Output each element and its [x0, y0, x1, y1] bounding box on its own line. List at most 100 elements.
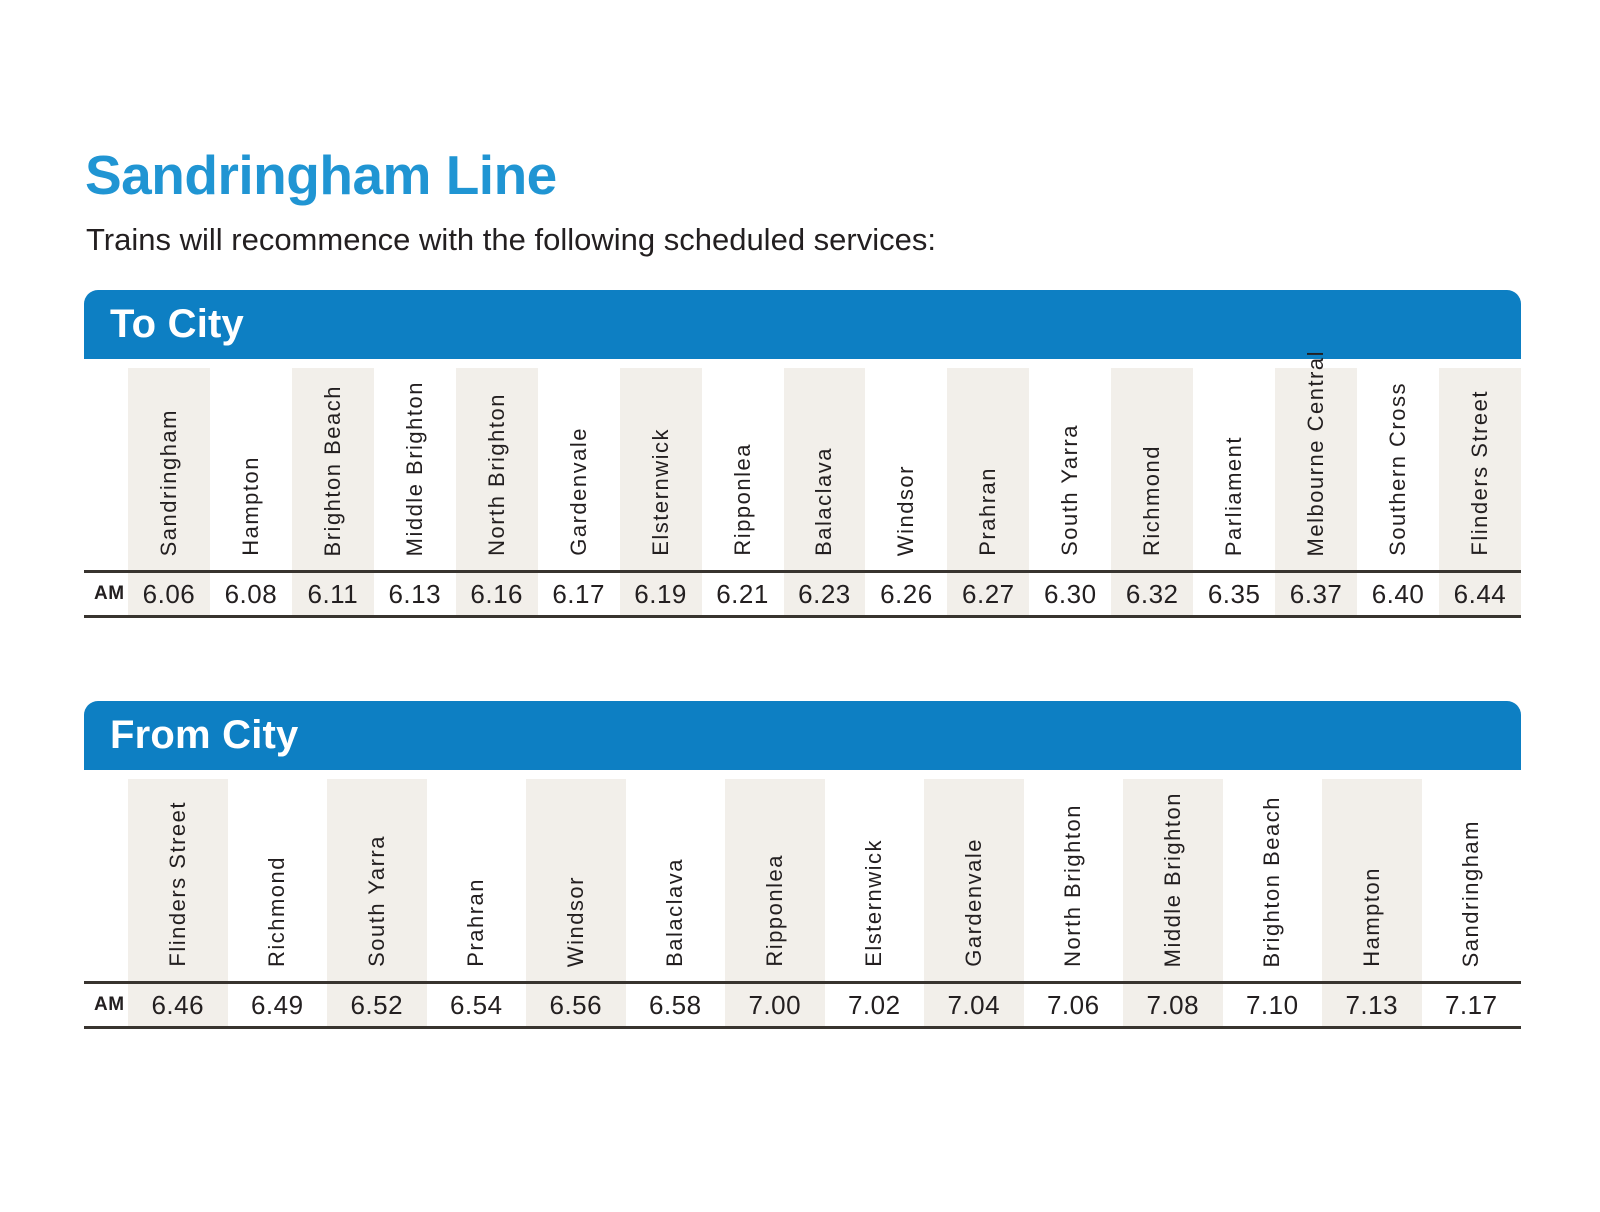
station-column: Gardenvale 7.04 [924, 779, 1024, 1029]
station-column: Brighton Beach 6.11 [291, 368, 374, 618]
station-label: Flinders Street [1466, 390, 1492, 556]
station-column: Richmond 6.49 [228, 779, 328, 1029]
to-city-table-body: AM Sandringham 6.06 Hampton 6.08 Brighto… [84, 350, 1521, 618]
station-label: Southern Cross [1385, 382, 1411, 556]
time-cell: 7.10 [1245, 989, 1299, 1020]
station-name-cell: Parliament [1193, 368, 1275, 570]
divider-top [84, 570, 1521, 573]
time-cell: 6.54 [449, 989, 503, 1020]
station-label: Brighton Beach [1259, 795, 1285, 967]
divider-bottom [84, 1026, 1521, 1029]
station-label: Parliament [1221, 435, 1247, 556]
time-cell: 7.17 [1444, 989, 1498, 1020]
time-cell: 6.26 [880, 578, 933, 609]
station-label: Middle Brighton [1159, 791, 1185, 967]
from-city-table-body: AM Flinders Street 6.46 Richmond 6.49 So… [84, 779, 1521, 1029]
time-cell: 7.06 [1046, 989, 1100, 1020]
station-name-cell: Flinders Street [1439, 368, 1521, 570]
station-name-cell: Sandringham [128, 368, 210, 570]
station-column: Brighton Beach 7.10 [1223, 779, 1323, 1029]
station-column: Balaclava 6.23 [783, 368, 866, 618]
station-label: Hampton [1358, 867, 1384, 967]
station-column: Middle Brighton 6.13 [374, 368, 456, 618]
station-column: Elsternwick 6.19 [619, 368, 702, 618]
station-column: Ripponlea 7.00 [725, 779, 825, 1029]
station-label: Gardenvale [960, 838, 986, 967]
am-label: AM [94, 994, 125, 1015]
time-cell: 7.13 [1345, 989, 1399, 1020]
station-name-cell: North Brighton [456, 368, 538, 570]
station-name-cell: Prahran [427, 779, 527, 981]
station-name-cell: Richmond [228, 779, 328, 981]
station-label: Elsternwick [647, 428, 673, 556]
station-name-cell: Richmond [1111, 368, 1193, 570]
time-cell: 6.08 [224, 578, 278, 609]
time-cell: 6.52 [350, 989, 404, 1020]
am-label: AM [94, 583, 125, 604]
station-name-cell: Gardenvale [924, 779, 1024, 981]
station-label: Balaclava [811, 447, 837, 556]
station-label: Richmond [264, 855, 290, 967]
am-gutter: AM [84, 368, 128, 618]
station-name-cell: Middle Brighton [1123, 779, 1223, 981]
station-column: Ripponlea 6.21 [702, 368, 784, 618]
station-name-cell: Melbourne Central [1275, 350, 1357, 570]
time-cell: 7.08 [1146, 989, 1200, 1020]
station-label: Balaclava [662, 858, 688, 967]
time-cell: 6.21 [716, 578, 769, 609]
station-label: Melbourne Central [1303, 349, 1329, 556]
station-label: Hampton [237, 456, 263, 556]
station-label: Windsor [893, 464, 919, 556]
station-column: North Brighton 6.16 [455, 368, 538, 618]
station-column: Sandringham 7.17 [1422, 779, 1522, 1029]
station-label: South Yarra [1057, 424, 1083, 556]
to-city-header-bar: To City [84, 290, 1521, 359]
to-city-columns: Sandringham 6.06 Hampton 6.08 Brighton B… [128, 350, 1521, 618]
station-label: Elsternwick [861, 839, 887, 967]
station-column: Windsor 6.26 [865, 368, 947, 618]
station-column: South Yarra 6.30 [1029, 368, 1111, 618]
station-label: Prahran [463, 878, 489, 967]
time-cell: 7.04 [947, 989, 1001, 1020]
station-column: Hampton 7.13 [1322, 779, 1422, 1029]
time-cell: 6.46 [151, 989, 205, 1020]
time-cell: 6.44 [1453, 578, 1507, 609]
station-column: Hampton 6.08 [210, 368, 292, 618]
station-name-cell: Sandringham [1422, 779, 1522, 981]
station-column: Gardenvale 6.17 [538, 368, 620, 618]
station-label: Windsor [562, 875, 588, 967]
time-cell: 6.49 [250, 989, 304, 1020]
station-name-cell: Windsor [526, 779, 626, 981]
timetable-from-city: From City AM Flinders Street 6.46 Richmo… [84, 701, 1521, 1029]
station-column: Sandringham 6.06 [128, 368, 210, 618]
station-label: South Yarra [363, 835, 389, 967]
station-name-cell: Flinders Street [128, 779, 228, 981]
station-label: Sandringham [155, 408, 181, 556]
time-cell: 6.11 [307, 578, 359, 609]
station-column: Melbourne Central 6.37 [1275, 350, 1358, 618]
time-cell: 6.19 [634, 578, 687, 609]
station-column: Middle Brighton 7.08 [1123, 779, 1223, 1029]
station-column: Richmond 6.32 [1111, 368, 1194, 618]
from-city-header-bar: From City [84, 701, 1521, 770]
time-cell: 6.17 [552, 578, 605, 609]
time-cell: 6.56 [549, 989, 603, 1020]
station-column: Balaclava 6.58 [626, 779, 726, 1029]
station-column: Flinders Street 6.44 [1439, 368, 1521, 618]
station-name-cell: North Brighton [1024, 779, 1124, 981]
station-label: Ripponlea [729, 443, 755, 556]
station-label: Richmond [1139, 444, 1165, 556]
station-label: Brighton Beach [319, 384, 345, 556]
timetable-to-city: To City AM Sandringham 6.06 Hampton 6.08… [84, 290, 1521, 618]
station-label: Ripponlea [761, 854, 787, 967]
time-cell: 6.06 [142, 578, 196, 609]
station-column: Flinders Street 6.46 [128, 779, 228, 1029]
station-column: Windsor 6.56 [526, 779, 626, 1029]
divider-bottom [84, 615, 1521, 618]
station-column: South Yarra 6.52 [327, 779, 427, 1029]
time-cell: 6.30 [1043, 578, 1097, 609]
station-name-cell: Brighton Beach [292, 368, 374, 570]
station-column: North Brighton 7.06 [1024, 779, 1124, 1029]
station-column: Southern Cross 6.40 [1357, 368, 1439, 618]
